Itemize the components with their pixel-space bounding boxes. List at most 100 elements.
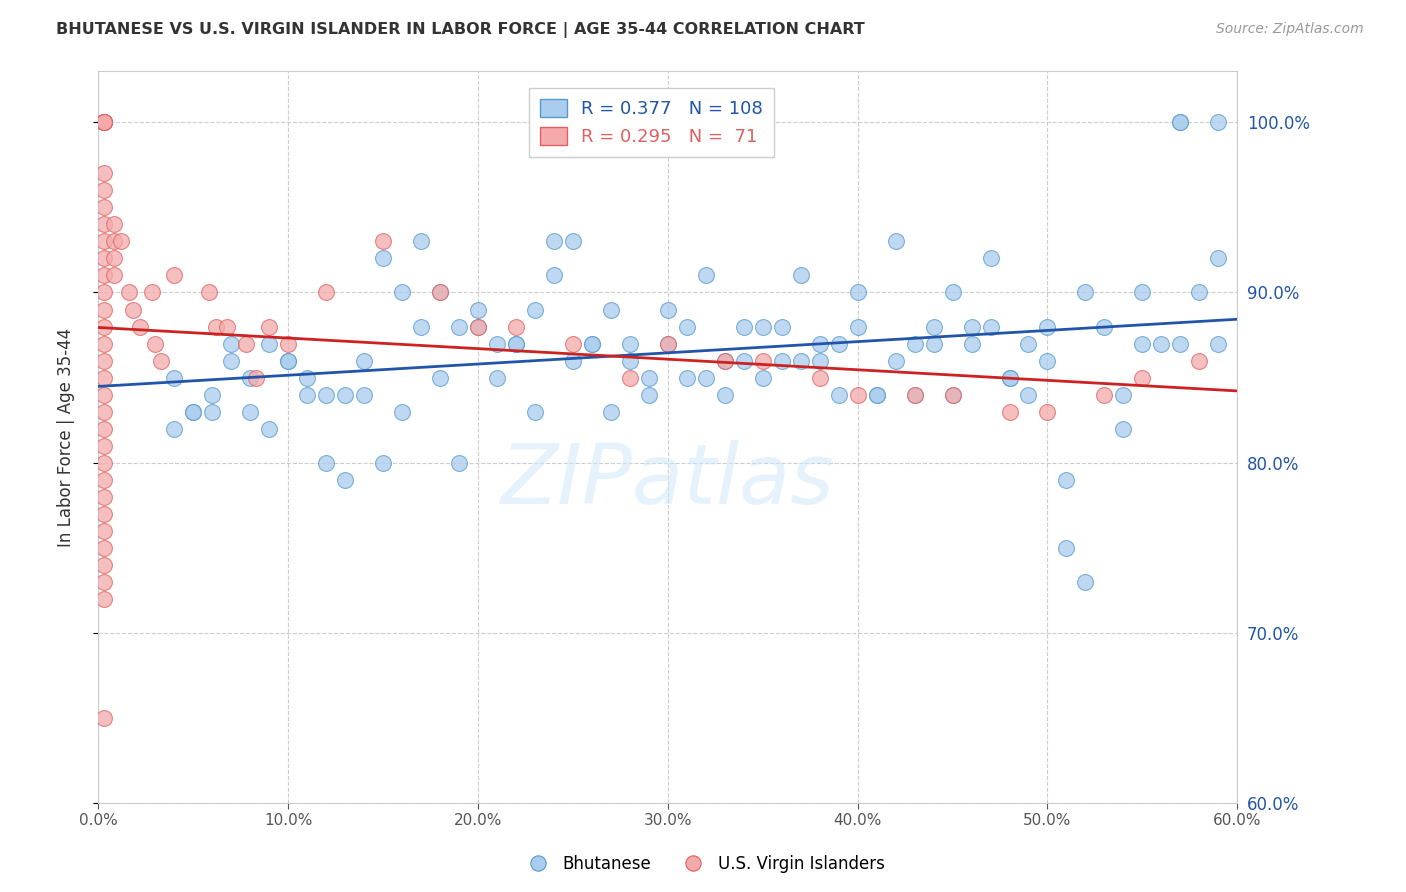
Point xyxy=(505,336,527,351)
Point xyxy=(93,558,115,572)
Point xyxy=(752,370,775,384)
Point xyxy=(1074,285,1097,300)
Point xyxy=(371,235,394,249)
Point xyxy=(960,336,983,351)
Point xyxy=(110,235,132,249)
Point xyxy=(714,353,737,368)
Point xyxy=(657,336,679,351)
Point xyxy=(205,319,228,334)
Point xyxy=(505,319,527,334)
Point xyxy=(93,115,115,129)
Y-axis label: In Labor Force | Age 35-44: In Labor Force | Age 35-44 xyxy=(56,327,75,547)
Point xyxy=(217,319,239,334)
Legend: R = 0.377   N = 108, R = 0.295   N =  71: R = 0.377 N = 108, R = 0.295 N = 71 xyxy=(529,87,773,157)
Point xyxy=(657,302,679,317)
Point xyxy=(1112,387,1135,401)
Point xyxy=(201,387,224,401)
Point xyxy=(429,285,451,300)
Point xyxy=(121,302,143,317)
Point xyxy=(93,421,115,435)
Point xyxy=(93,524,115,538)
Point xyxy=(695,268,717,283)
Point xyxy=(93,336,115,351)
Point xyxy=(93,115,115,129)
Point xyxy=(543,235,565,249)
Point xyxy=(449,319,471,334)
Point xyxy=(297,370,319,384)
Point xyxy=(93,285,115,300)
Point xyxy=(93,115,115,129)
Point xyxy=(93,353,115,368)
Point xyxy=(183,404,205,418)
Point xyxy=(846,285,869,300)
Point xyxy=(808,336,831,351)
Point xyxy=(221,353,243,368)
Point xyxy=(245,370,267,384)
Text: BHUTANESE VS U.S. VIRGIN ISLANDER IN LABOR FORCE | AGE 35-44 CORRELATION CHART: BHUTANESE VS U.S. VIRGIN ISLANDER IN LAB… xyxy=(56,22,865,38)
Point xyxy=(1208,115,1230,129)
Point xyxy=(277,353,299,368)
Point xyxy=(790,353,813,368)
Point xyxy=(1056,541,1078,555)
Point xyxy=(141,285,163,300)
Point xyxy=(524,404,547,418)
Point xyxy=(353,353,375,368)
Point xyxy=(235,336,257,351)
Point xyxy=(942,387,965,401)
Point xyxy=(752,353,775,368)
Point xyxy=(960,319,983,334)
Point xyxy=(866,387,889,401)
Point xyxy=(449,456,471,470)
Point xyxy=(998,370,1021,384)
Point xyxy=(467,302,489,317)
Point xyxy=(93,490,115,504)
Point xyxy=(638,387,661,401)
Point xyxy=(884,235,907,249)
Point xyxy=(676,370,699,384)
Point xyxy=(1018,336,1040,351)
Point xyxy=(1036,404,1059,418)
Point xyxy=(145,336,167,351)
Point xyxy=(1094,319,1116,334)
Point xyxy=(808,370,831,384)
Point xyxy=(581,336,603,351)
Point xyxy=(93,711,115,725)
Point xyxy=(904,387,927,401)
Point xyxy=(1170,115,1192,129)
Point xyxy=(808,353,831,368)
Point xyxy=(942,285,965,300)
Point xyxy=(259,319,281,334)
Point xyxy=(828,387,851,401)
Point xyxy=(467,319,489,334)
Point xyxy=(315,387,337,401)
Point xyxy=(1056,473,1078,487)
Point xyxy=(93,115,115,129)
Point xyxy=(239,370,262,384)
Point xyxy=(163,370,186,384)
Point xyxy=(93,252,115,266)
Point xyxy=(998,370,1021,384)
Point xyxy=(600,302,623,317)
Point xyxy=(562,353,585,368)
Point xyxy=(315,456,337,470)
Point xyxy=(486,370,509,384)
Point xyxy=(1188,285,1211,300)
Point xyxy=(1094,387,1116,401)
Point xyxy=(93,370,115,384)
Point xyxy=(93,166,115,180)
Point xyxy=(562,235,585,249)
Point xyxy=(371,456,394,470)
Point xyxy=(922,319,945,334)
Point xyxy=(676,319,699,334)
Point xyxy=(467,319,489,334)
Point xyxy=(411,319,433,334)
Point xyxy=(486,336,509,351)
Point xyxy=(93,115,115,129)
Point xyxy=(93,319,115,334)
Point xyxy=(93,218,115,232)
Point xyxy=(150,353,173,368)
Point xyxy=(239,404,262,418)
Legend: Bhutanese, U.S. Virgin Islanders: Bhutanese, U.S. Virgin Islanders xyxy=(515,848,891,880)
Point xyxy=(770,353,793,368)
Point xyxy=(619,336,641,351)
